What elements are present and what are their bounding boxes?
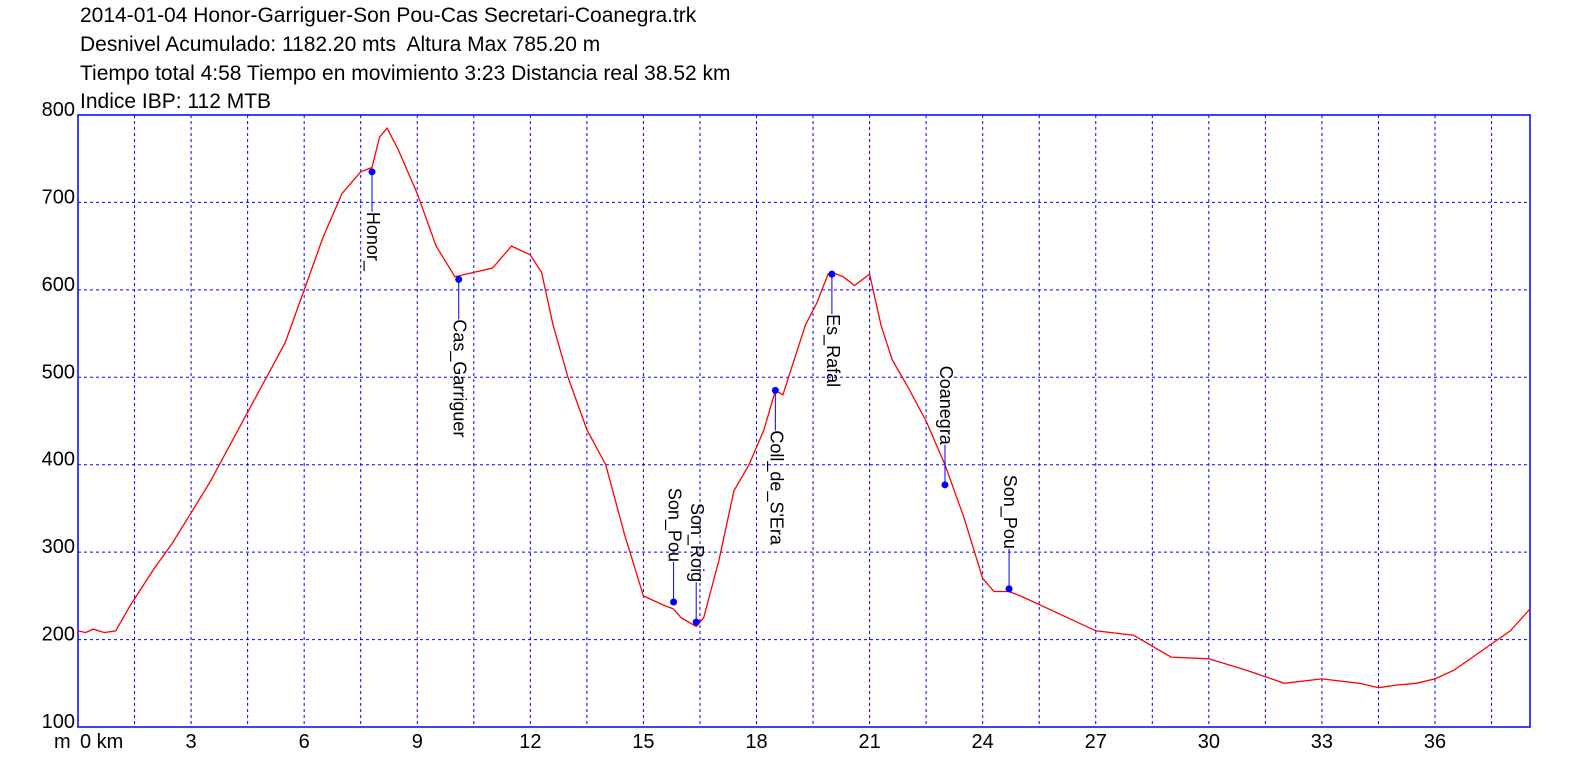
plot-frame <box>77 114 1531 728</box>
waypoint-marker <box>828 270 836 278</box>
y-tick-label: 200 <box>42 624 75 646</box>
chart-title-line-1: 2014-01-04 Honor-Garriguer-Son Pou-Cas S… <box>80 4 697 27</box>
x-axis-unit-label: 0 km <box>80 731 123 753</box>
waypoint-label: Es_Rafal <box>822 314 843 387</box>
chart-title-line-2: Desnivel Acumulado: 1182.20 mts Altura M… <box>80 33 601 56</box>
x-tick-label: 9 <box>412 731 423 753</box>
x-tick-label: 12 <box>519 731 541 753</box>
waypoint-label: Coanegra <box>936 366 956 446</box>
waypoint-marker <box>941 481 949 489</box>
chart-title-line-3: Tiempo total 4:58 Tiempo en movimiento 3… <box>80 62 731 85</box>
waypoint: Coll_de_S'Era <box>765 386 786 546</box>
x-tick-label: 6 <box>299 731 310 753</box>
y-tick-label: 500 <box>42 361 75 383</box>
chart-title-line-4: Indice IBP: 112 MTB <box>80 90 272 113</box>
x-tick-label: 30 <box>1198 731 1220 753</box>
waypoint-label: Honor_ <box>362 212 383 272</box>
x-tick-label: 21 <box>858 731 880 753</box>
y-tick-label: 300 <box>42 536 75 558</box>
waypoint: Es_Rafal <box>822 270 843 387</box>
waypoint: Son_Pou <box>999 475 1020 593</box>
x-tick-label: 33 <box>1311 731 1333 753</box>
waypoint: Son_Pou <box>664 488 685 606</box>
waypoint-marker <box>368 168 376 176</box>
waypoint-marker <box>771 386 779 394</box>
waypoint: Son_Roig <box>686 503 707 626</box>
y-tick-label: 400 <box>42 449 75 471</box>
waypoint-label: Son_Pou <box>999 475 1020 549</box>
y-tick-label: 100 <box>42 711 75 733</box>
waypoint-label: Son_Pou <box>664 488 685 562</box>
waypoint: Coanegra <box>936 366 956 489</box>
x-tick-label: 3 <box>186 731 197 753</box>
waypoint-label: Cas_Garriguer <box>449 319 470 437</box>
elevation-series-line <box>77 126 1531 689</box>
y-tick-label: 800 <box>42 99 75 121</box>
waypoint-marker <box>1005 585 1013 593</box>
grid-lines <box>78 115 1530 727</box>
y-tick-label: 600 <box>42 274 75 296</box>
x-tick-label: 15 <box>632 731 654 753</box>
x-tick-label: 18 <box>745 731 767 753</box>
x-tick-label: 24 <box>972 731 994 753</box>
waypoint-label: Son_Roig <box>686 503 707 582</box>
waypoint: Honor_ <box>362 168 383 272</box>
y-tick-label: 700 <box>42 186 75 208</box>
waypoint-marker <box>670 598 678 606</box>
waypoint-marker <box>692 618 700 626</box>
waypoint-marker <box>455 275 463 283</box>
y-axis-labels: 100 200 300 400 500 600 700 800 <box>42 99 75 733</box>
x-tick-label: 27 <box>1085 731 1107 753</box>
waypoint-label: Coll_de_S'Era <box>765 430 786 545</box>
waypoint: Cas_Garriguer <box>449 275 470 437</box>
x-axis-labels: m 0 km 3 6 9 12 15 18 21 24 27 30 33 36 <box>54 731 1446 753</box>
x-tick-label: 36 <box>1424 731 1446 753</box>
x-axis-unit-prefix: m <box>54 731 71 753</box>
